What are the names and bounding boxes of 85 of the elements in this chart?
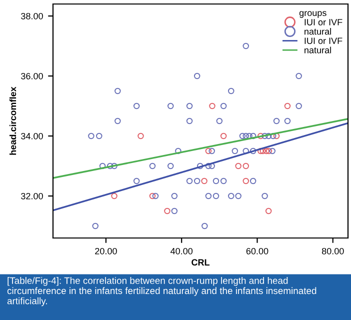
point	[186, 178, 193, 184]
y-axis-title: head.circomflex	[9, 86, 16, 155]
point	[216, 118, 223, 124]
point	[220, 102, 227, 110]
point	[273, 118, 280, 124]
text: [Table/Fig-4]: The correlation between crown-rump length and head circumference in the infants fertilized naturally and the infants inseminated artificially.	[7, 277, 316, 306]
y-tick-label: 36.00	[21, 72, 43, 80]
x-axis-title: CRL	[192, 259, 210, 266]
x-tick-label: 80.00	[322, 248, 344, 254]
point	[171, 192, 178, 200]
point	[265, 208, 272, 214]
point	[205, 192, 212, 200]
point	[186, 118, 193, 124]
point	[205, 162, 212, 170]
point	[296, 72, 302, 80]
point	[202, 222, 208, 230]
point	[212, 192, 220, 200]
point	[232, 148, 238, 154]
legend-label: IUI or IVF	[304, 38, 342, 44]
x-tick-label: 60.00	[246, 248, 268, 254]
y-tick-label: 38.00	[21, 12, 43, 20]
point	[242, 132, 250, 140]
point	[235, 162, 242, 170]
legend-label: natural	[304, 28, 331, 35]
point	[205, 148, 212, 154]
point	[197, 162, 204, 170]
point	[228, 192, 234, 200]
legend-title: groups	[299, 11, 326, 18]
point	[152, 192, 159, 200]
point	[111, 162, 118, 170]
point	[242, 178, 250, 184]
point	[265, 132, 272, 140]
legend-label: natural	[304, 46, 331, 54]
point	[220, 132, 227, 140]
point	[194, 178, 200, 184]
point	[262, 192, 268, 200]
point	[250, 178, 256, 184]
point	[239, 132, 246, 140]
point	[149, 162, 156, 170]
point	[111, 192, 118, 200]
point	[212, 178, 220, 184]
point	[263, 148, 270, 154]
point	[186, 102, 193, 110]
point	[164, 208, 170, 214]
point	[266, 148, 272, 154]
point	[258, 132, 264, 140]
point	[262, 132, 268, 140]
point	[168, 102, 174, 110]
point	[114, 88, 121, 94]
point	[106, 162, 114, 170]
point	[92, 222, 98, 230]
x-tick-label: 20.00	[95, 248, 117, 254]
point	[138, 132, 144, 140]
x-tick-label: 40.00	[170, 248, 193, 254]
point	[242, 162, 250, 170]
y-tick-label: 32.00	[21, 192, 43, 200]
point	[228, 88, 234, 94]
point	[175, 148, 182, 154]
point	[235, 192, 242, 200]
point	[284, 102, 291, 110]
point	[270, 132, 276, 140]
y-tick-label: 34.00	[21, 132, 43, 140]
point	[99, 162, 106, 170]
point	[114, 118, 121, 124]
point	[220, 178, 227, 184]
point	[296, 102, 302, 110]
point	[208, 148, 215, 154]
point	[273, 132, 280, 140]
point	[96, 132, 102, 140]
point	[242, 42, 250, 50]
point	[168, 162, 174, 170]
point	[194, 72, 200, 80]
point	[133, 178, 140, 184]
point	[250, 148, 256, 154]
point	[209, 102, 216, 110]
point	[171, 208, 178, 214]
point	[284, 118, 291, 124]
legend-label: IUI or IVF	[304, 19, 342, 26]
point	[201, 178, 208, 184]
point	[133, 102, 140, 110]
point	[250, 132, 256, 140]
point	[269, 148, 276, 154]
point	[258, 148, 264, 154]
point	[149, 192, 156, 200]
point	[88, 132, 94, 140]
